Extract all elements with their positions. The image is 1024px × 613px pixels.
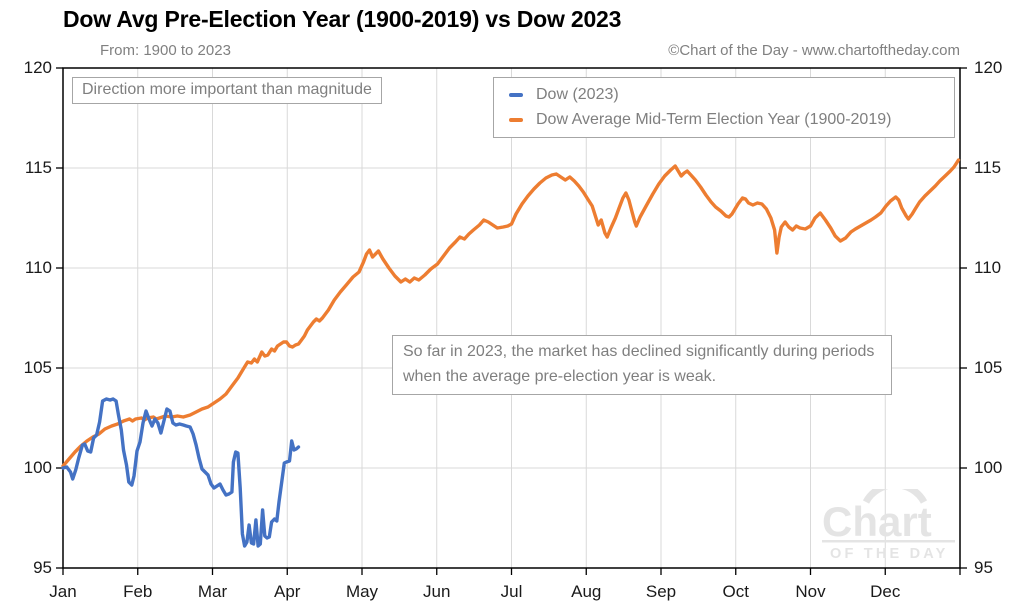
watermark-rule — [822, 540, 955, 543]
series-line-dow-average — [61, 158, 961, 468]
y-axis-label-right: 115 — [974, 158, 1002, 177]
legend-item-dow-2023: Dow (2023) — [494, 82, 954, 107]
x-axis-label-dec: Dec — [870, 582, 901, 601]
page-title: Dow Avg Pre-Election Year (1900-2019) vs… — [63, 6, 622, 32]
legend-swatch-blue-icon — [509, 92, 523, 97]
y-axis-label-right: 110 — [974, 258, 1002, 277]
annotation-direction: Direction more important than magnitude — [72, 77, 382, 104]
x-axis-label-jul: Jul — [500, 582, 523, 601]
x-axis-label-jun: Jun — [423, 582, 451, 601]
plot-area — [56, 67, 967, 575]
y-axis-label-right: 120 — [974, 58, 1003, 77]
x-axis-label-jan: Jan — [49, 582, 77, 601]
y-axis-label-left: 100 — [23, 458, 52, 477]
watermark-word: Chart — [822, 498, 932, 545]
y-axis-label-left: 105 — [23, 358, 52, 377]
x-axis-label-may: May — [345, 582, 379, 601]
legend-label: Dow Average Mid-Term Election Year (1900… — [536, 110, 892, 128]
legend-item-dow-average: Dow Average Mid-Term Election Year (1900… — [494, 107, 954, 132]
x-axis-label-nov: Nov — [795, 582, 826, 601]
x-axis-label-apr: Apr — [274, 582, 301, 601]
series-line-dow-2023 — [61, 397, 301, 548]
y-axis-label-left: 110 — [24, 258, 52, 277]
x-axis-label-mar: Mar — [197, 582, 228, 601]
watermark-arc-icon — [862, 489, 928, 504]
chart-subtitle: From: 1900 to 2023 — [100, 42, 231, 59]
y-axis-label-left: 120 — [23, 58, 52, 77]
y-axis-label-right: 100 — [974, 458, 1003, 477]
watermark: Chart OF THE DAY — [820, 489, 960, 563]
y-axis-label-right: 95 — [974, 558, 993, 577]
legend: Dow (2023) Dow Average Mid-Term Election… — [493, 77, 955, 138]
x-axis-label-aug: Aug — [571, 582, 602, 601]
y-axis-label-right: 105 — [974, 358, 1003, 377]
x-axis-label-feb: Feb — [123, 582, 153, 601]
y-axis-label-left: 115 — [24, 158, 52, 177]
y-axis-label-left: 95 — [33, 558, 52, 577]
x-axis-label-sep: Sep — [645, 582, 677, 601]
chart-plot-svg — [56, 67, 967, 575]
x-axis-label-oct: Oct — [722, 582, 749, 601]
copyright-text: ©Chart of the Day - www.chartoftheday.co… — [668, 42, 960, 59]
annotation-2023-weak: So far in 2023, the market has declined … — [392, 335, 892, 395]
watermark-tagline: OF THE DAY — [830, 546, 948, 562]
legend-swatch-orange-icon — [509, 117, 523, 122]
legend-label: Dow (2023) — [536, 85, 619, 103]
